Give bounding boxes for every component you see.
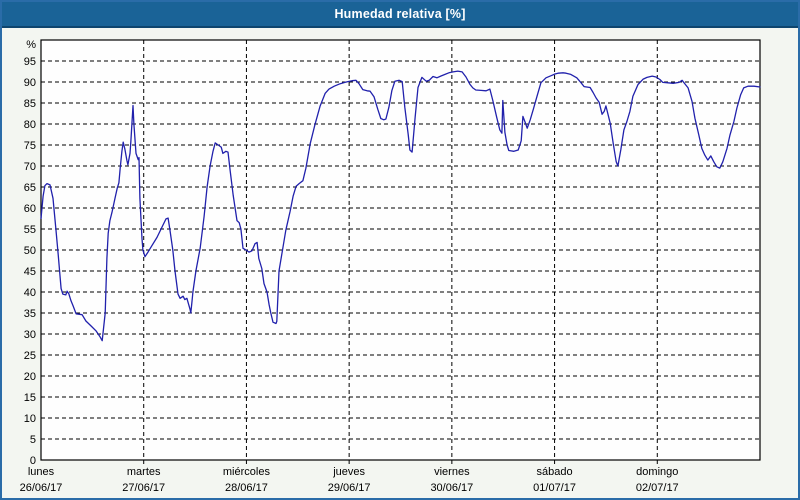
- x-day-label-1: lunes: [28, 466, 55, 478]
- y-tick-label-80: 80: [24, 119, 36, 131]
- y-tick-label-15: 15: [24, 392, 36, 404]
- x-day-label-5: viernes: [434, 466, 470, 478]
- chart-title: Humedad relativa [%]: [334, 7, 466, 21]
- y-tick-label-60: 60: [24, 203, 36, 215]
- x-day-label-3: miércoles: [223, 466, 271, 478]
- chart-title-bar: Humedad relativa [%]: [2, 2, 798, 28]
- y-tick-label-30: 30: [24, 329, 36, 341]
- y-tick-label-75: 75: [24, 140, 36, 152]
- x-day-label-6: sábado: [537, 466, 573, 478]
- x-day-label-7: domingo: [636, 466, 678, 478]
- y-axis-unit-label: %: [26, 39, 36, 51]
- y-tick-label-10: 10: [24, 413, 36, 425]
- x-date-label-1: 26/06/17: [20, 482, 63, 494]
- humidity-series-line: [40, 70, 761, 342]
- y-tick-label-95: 95: [24, 56, 36, 68]
- y-tick-label-65: 65: [24, 182, 36, 194]
- y-tick-label-70: 70: [24, 161, 36, 173]
- x-date-label-3: 28/06/17: [225, 482, 268, 494]
- y-tick-label-5: 5: [30, 434, 36, 446]
- y-tick-label-20: 20: [24, 371, 36, 383]
- x-date-label-2: 27/06/17: [122, 482, 165, 494]
- y-tick-label-0: 0: [30, 455, 36, 467]
- y-tick-label-90: 90: [24, 77, 36, 89]
- x-date-label-7: 02/07/17: [636, 482, 679, 494]
- humidity-line-chart: 0 5 10 15 20 25 30 35 40 45 50 55 60 65 70 75 80 85 90 95% l…: [20, 39, 761, 494]
- x-date-label-6: 01/07/17: [533, 482, 576, 494]
- x-date-label-5: 30/06/17: [430, 482, 473, 494]
- y-tick-label-50: 50: [24, 245, 36, 257]
- x-day-label-2: martes: [127, 466, 161, 478]
- x-date-label-4: 29/06/17: [328, 482, 371, 494]
- y-tick-label-25: 25: [24, 350, 36, 362]
- y-tick-label-55: 55: [24, 224, 36, 236]
- y-tick-label-40: 40: [24, 287, 36, 299]
- y-tick-label-35: 35: [24, 308, 36, 320]
- plot-frame: [40, 39, 761, 461]
- y-tick-label-85: 85: [24, 98, 36, 110]
- y-tick-label-45: 45: [24, 266, 36, 278]
- x-day-label-4: jueves: [332, 466, 365, 478]
